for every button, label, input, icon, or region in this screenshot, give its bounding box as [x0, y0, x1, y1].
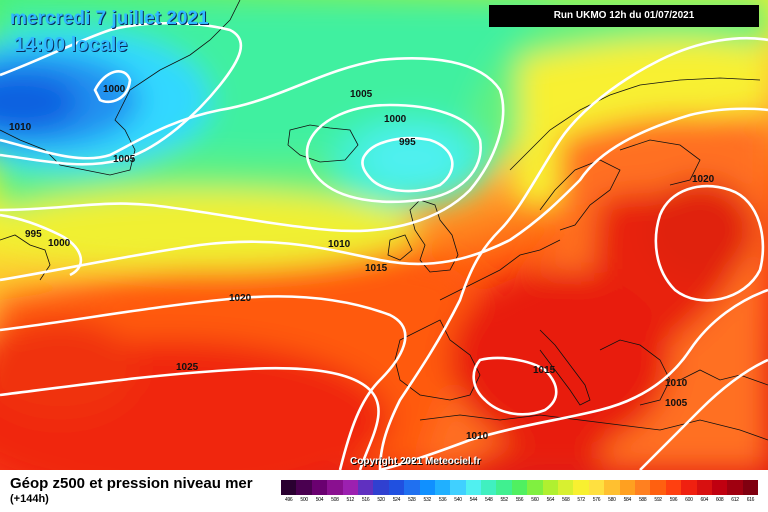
scale-swatch	[634, 480, 651, 495]
scale-swatch	[281, 480, 297, 495]
lead-time: (+144h)	[10, 493, 49, 505]
color-scale-labels: 496 500 504 508 512 516 520 524 528 532 536 540 544 5…	[281, 497, 758, 503]
scale-label: 592	[654, 497, 662, 503]
scale-swatch	[681, 480, 697, 495]
isobar-label: 1010	[665, 378, 688, 389]
isobar-label: 1000	[103, 84, 126, 95]
scale-swatch	[742, 480, 759, 495]
scale-label: 536	[438, 497, 447, 503]
isobar-label: 1000	[48, 238, 71, 249]
scale-label: 504	[315, 497, 324, 503]
scale-swatch	[327, 480, 343, 495]
scale-swatch	[527, 480, 543, 495]
scale-swatch	[311, 480, 328, 495]
scale-label: 572	[577, 497, 585, 503]
scale-label: 528	[408, 497, 416, 503]
scale-swatch	[465, 480, 482, 495]
scale-swatch	[481, 480, 497, 495]
scale-label: 508	[331, 497, 339, 503]
scale-label: 564	[546, 497, 555, 503]
scale-swatch	[542, 480, 559, 495]
scale-swatch	[665, 480, 682, 495]
scale-swatch	[727, 480, 743, 495]
geopotential-field	[0, 0, 768, 470]
scale-swatch	[558, 480, 574, 495]
isobar-label: 1005	[665, 398, 688, 409]
isobars	[0, 21, 768, 470]
scale-swatch	[650, 480, 666, 495]
scale-label: 604	[700, 497, 709, 503]
scale-label: 512	[346, 497, 355, 503]
scale-swatch	[619, 480, 635, 495]
scale-swatch	[404, 480, 420, 495]
scale-label: 596	[669, 497, 678, 503]
isobar-labels: 1000 1010 1005 1005 1000 995 995 1000 10…	[9, 84, 715, 442]
scale-label: 520	[377, 497, 385, 503]
scale-label: 588	[638, 497, 647, 503]
scale-swatch	[604, 480, 620, 495]
scale-swatch	[342, 480, 358, 495]
scale-swatch	[388, 480, 405, 495]
scale-label: 556	[515, 497, 524, 503]
isobar-label: 1005	[113, 154, 136, 165]
scale-label: 544	[469, 497, 478, 503]
scale-swatch	[696, 480, 712, 495]
coastlines	[0, 0, 768, 441]
scale-label: 524	[392, 497, 401, 503]
scale-label: 548	[485, 497, 493, 503]
scale-label: 540	[454, 497, 462, 503]
isobar-label: 995	[25, 229, 42, 240]
legend-bar: Géop z500 et pression niveau mer (+144h)…	[0, 470, 768, 512]
scale-label: 584	[623, 497, 632, 503]
isobar-label: 1020	[692, 174, 715, 185]
isobar-label: 1020	[229, 293, 252, 304]
isobar-label: 995	[399, 137, 416, 148]
scale-label: 568	[562, 497, 570, 503]
scale-label: 552	[500, 497, 508, 503]
isobar-label: 1010	[328, 239, 351, 250]
isobar-label: 1000	[384, 114, 407, 125]
copyright-text: Copyright 2021 Meteociel.fr	[350, 456, 481, 467]
scale-label: 576	[592, 497, 601, 503]
scale-swatch	[711, 480, 728, 495]
scale-label: 608	[715, 497, 724, 503]
model-run-label: Run UKMO 12h du 01/07/2021	[489, 5, 759, 27]
isobar-label: 1005	[350, 89, 373, 100]
scale-label: 500	[300, 497, 308, 503]
scale-swatch	[573, 480, 589, 495]
color-scale	[281, 480, 759, 495]
scale-label: 560	[531, 497, 539, 503]
isobar-label: 1015	[365, 263, 388, 274]
map-title: Géop z500 et pression niveau mer	[10, 475, 253, 492]
scale-swatch	[296, 480, 312, 495]
scale-label: 496	[284, 497, 293, 503]
scale-swatch	[357, 480, 374, 495]
scale-label: 580	[608, 497, 616, 503]
scale-label: 612	[731, 497, 739, 503]
isobar-label: 1010	[9, 122, 32, 133]
forecast-date: mercredi 7 juillet 2021	[10, 8, 209, 29]
scale-swatch	[496, 480, 512, 495]
weather-map: 1000 1010 1005 1005 1000 995 995 1000 10…	[0, 0, 768, 470]
scale-label: 516	[361, 497, 370, 503]
isobar-label: 1025	[176, 362, 199, 373]
forecast-time: 14:00 locale	[14, 34, 128, 56]
scale-swatch	[373, 480, 389, 495]
isobar-label: 1010	[466, 431, 489, 442]
scale-label: 616	[746, 497, 755, 503]
scale-swatch	[511, 480, 528, 495]
scale-label: 600	[685, 497, 693, 503]
scale-label: 532	[423, 497, 431, 503]
isobar-label: 1015	[533, 365, 556, 376]
scale-swatch	[450, 480, 466, 495]
scale-swatch	[434, 480, 451, 495]
scale-swatch	[419, 480, 435, 495]
scale-swatch	[588, 480, 605, 495]
